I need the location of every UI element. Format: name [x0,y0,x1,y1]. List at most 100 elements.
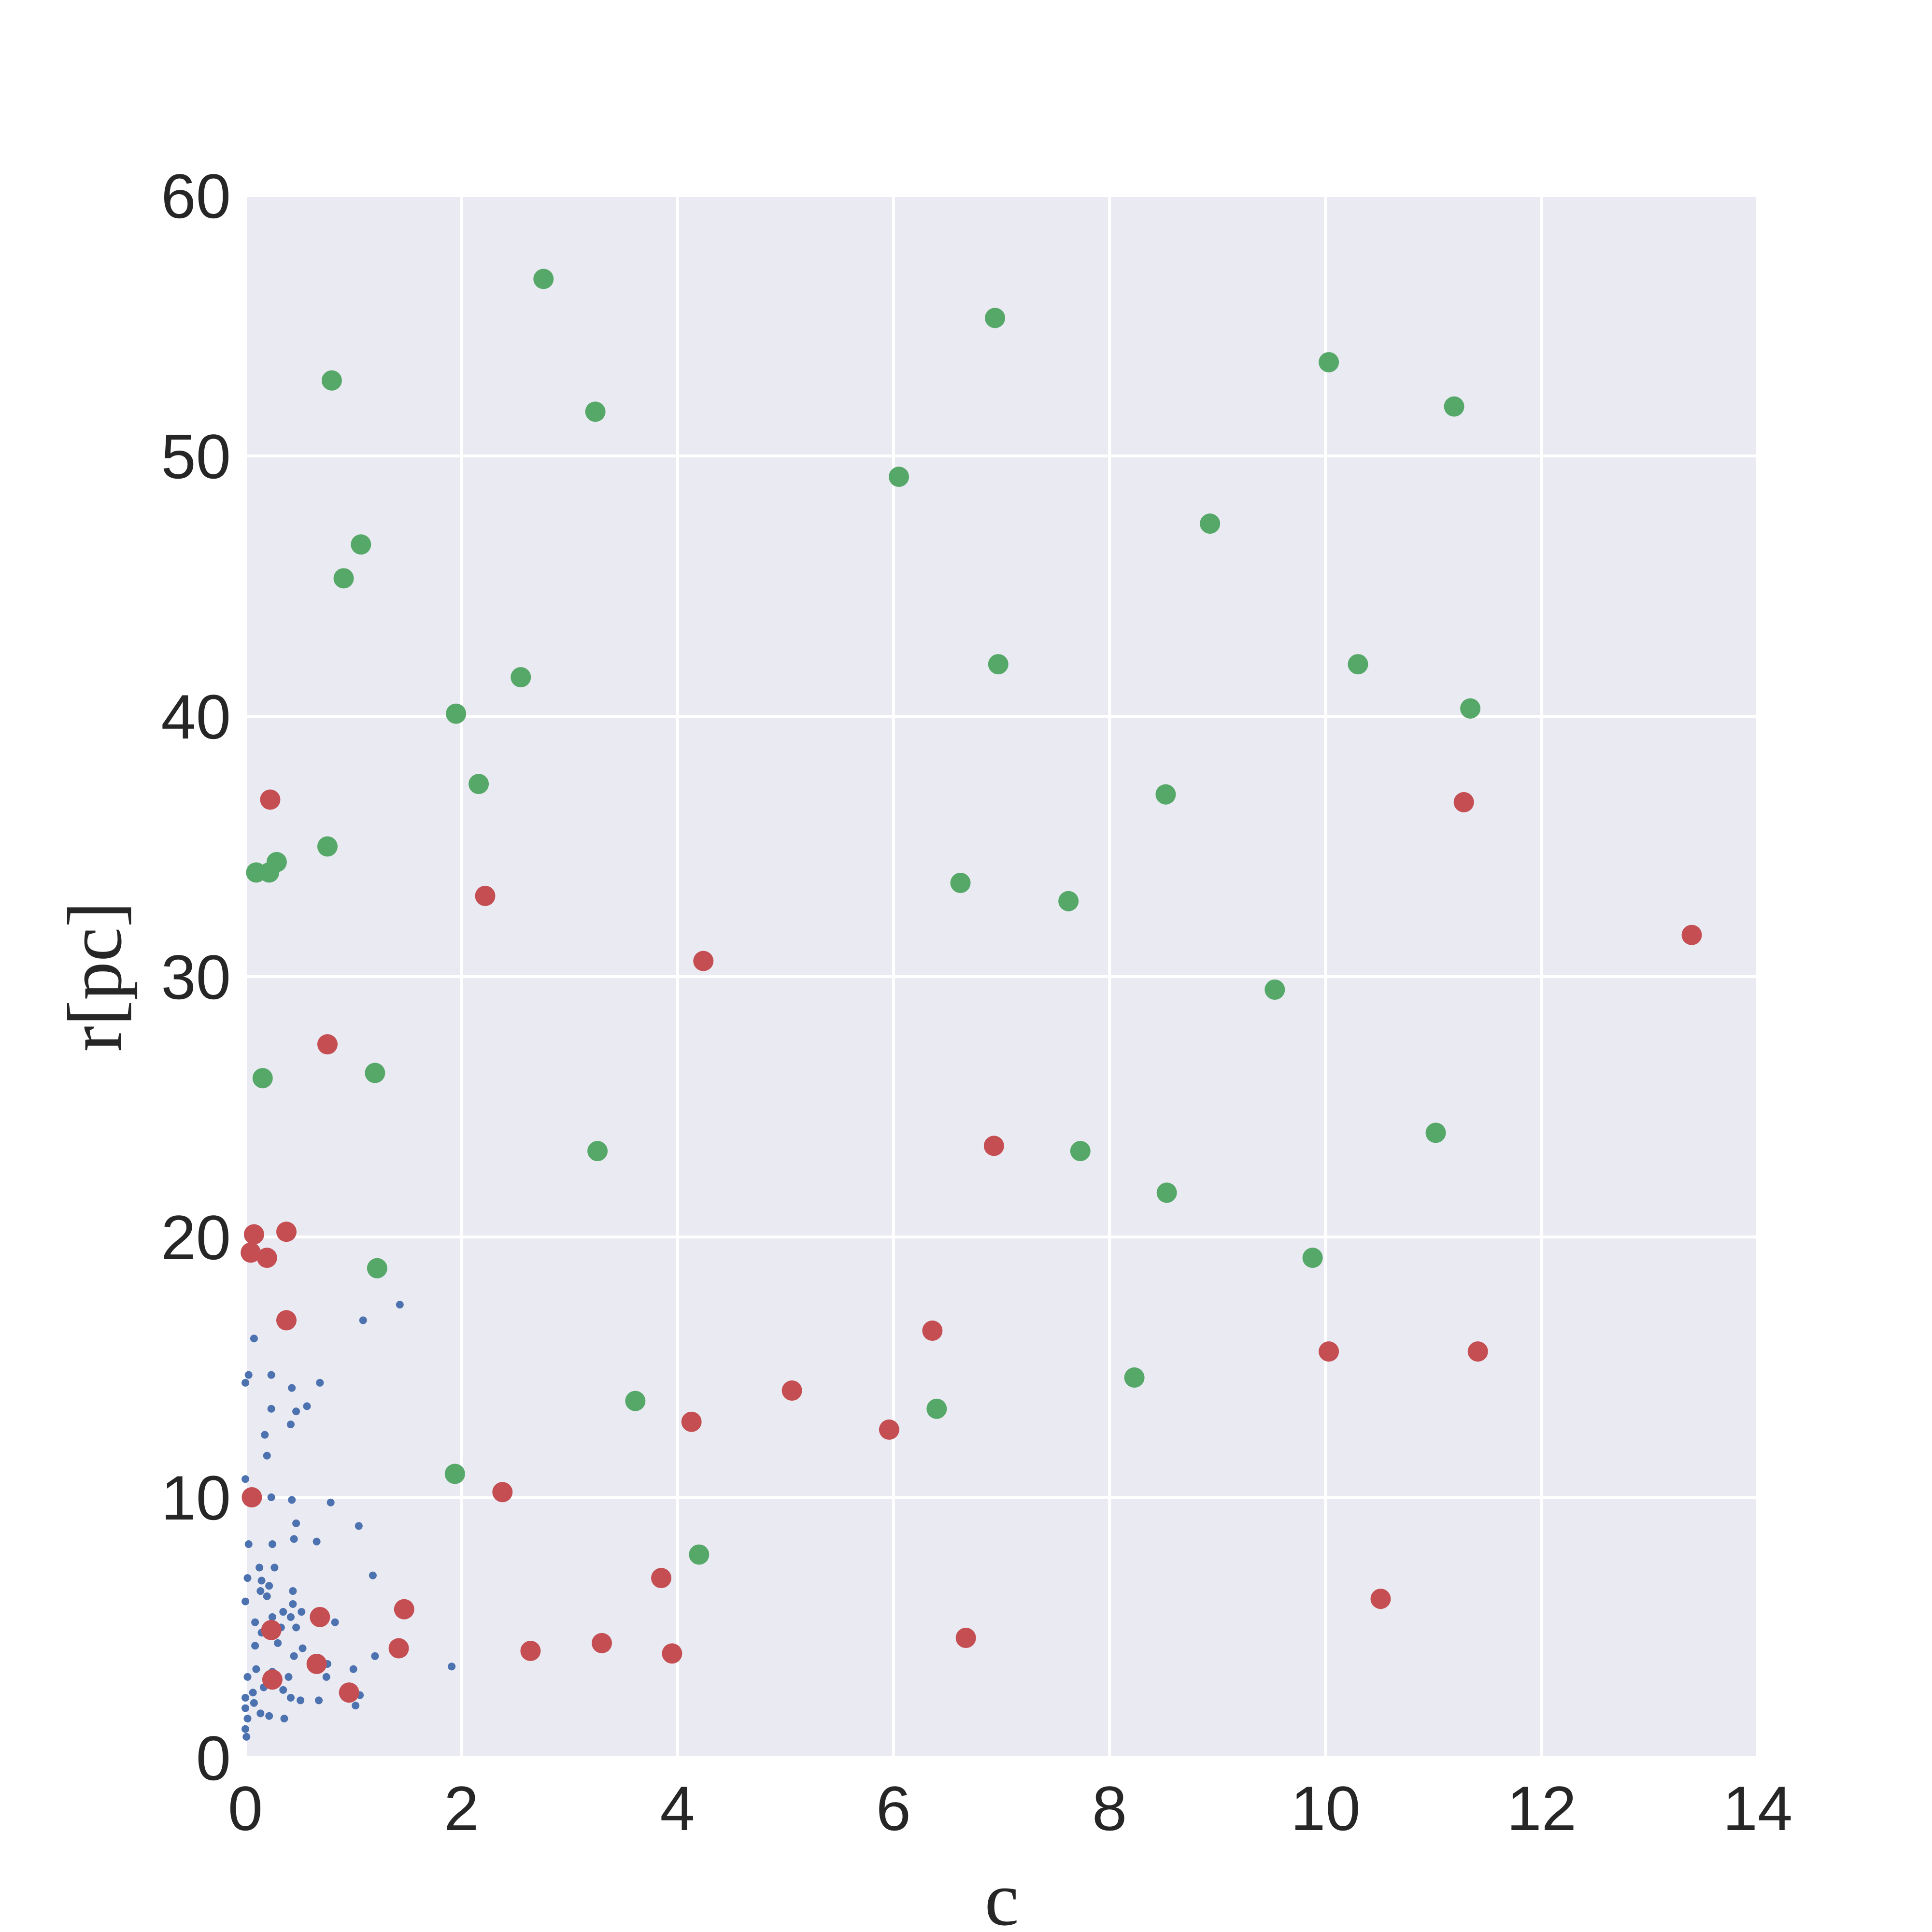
y-tick-label: 20 [161,1202,231,1273]
point [388,1638,409,1659]
point [306,1653,327,1674]
point [492,1482,513,1503]
point [396,1301,404,1309]
point [244,1371,253,1379]
point [280,1715,288,1723]
point [693,951,714,971]
point [1425,1122,1446,1143]
point [1264,979,1285,1000]
x-tick-label: 10 [1291,1773,1361,1844]
point [1155,784,1176,805]
point [317,836,338,857]
point [1319,1341,1339,1362]
point [310,1606,330,1627]
point [257,1577,266,1585]
point [469,774,489,795]
point [681,1411,702,1432]
point [260,789,281,810]
point [250,1699,258,1707]
point [241,1242,261,1263]
point [242,1733,251,1741]
point [256,1248,277,1268]
x-tick-label: 6 [876,1773,911,1844]
point [256,1587,265,1595]
y-tick-label: 50 [161,421,231,492]
point [365,1063,385,1083]
point [955,1628,976,1648]
point [321,370,342,391]
x-axis-label: c [984,1856,1019,1932]
point [475,885,496,906]
point [270,1563,279,1572]
point [288,1384,296,1392]
point [339,1682,359,1703]
point [1070,1141,1091,1162]
point [298,1608,306,1616]
x-tick-label: 2 [444,1773,479,1844]
point [394,1599,414,1619]
point [587,1141,608,1162]
point [889,467,909,487]
point [279,1608,287,1616]
x-tick-label: 8 [1092,1773,1127,1844]
x-tick-label: 0 [228,1773,263,1844]
point [290,1652,298,1660]
point [288,1496,296,1504]
point [1681,924,1702,945]
point [276,1222,297,1242]
point [242,1378,249,1387]
point [279,1686,287,1694]
point [263,1592,271,1600]
point [242,1704,249,1712]
point [251,1618,259,1626]
point [313,1537,321,1546]
point [315,1696,323,1705]
point [367,1258,387,1279]
x-tick-label: 14 [1723,1773,1793,1844]
point [292,1407,300,1416]
point [352,1702,360,1710]
point [1453,792,1474,812]
series [246,269,1481,1565]
point [242,1694,249,1702]
point [327,1498,335,1506]
point [268,1540,276,1548]
point [689,1544,710,1565]
point [297,1696,305,1705]
point [333,568,354,589]
point [265,1582,273,1590]
point [592,1633,612,1653]
point [267,1371,275,1379]
point [950,872,971,893]
point [267,1405,275,1413]
point [284,1673,293,1681]
point [261,1619,282,1640]
point [625,1391,646,1411]
series [241,789,1702,1703]
point [289,1587,297,1595]
point [249,1689,257,1697]
point [351,534,371,555]
marks [241,269,1702,1741]
point [1156,1182,1177,1203]
point [1348,654,1368,675]
point [355,1522,363,1530]
point [371,1652,379,1660]
y-tick-label: 40 [161,682,231,752]
point [250,1335,258,1343]
point [286,1613,295,1621]
point [242,1487,262,1507]
point [290,1535,298,1543]
point [262,1669,283,1690]
point [781,1380,802,1401]
point [276,1310,297,1331]
point [289,1600,297,1608]
point [651,1568,672,1589]
point [1124,1367,1145,1388]
point [359,1316,367,1324]
point [265,1712,273,1720]
x-tick-label: 4 [660,1773,695,1844]
point [331,1618,339,1626]
point [256,1563,264,1572]
